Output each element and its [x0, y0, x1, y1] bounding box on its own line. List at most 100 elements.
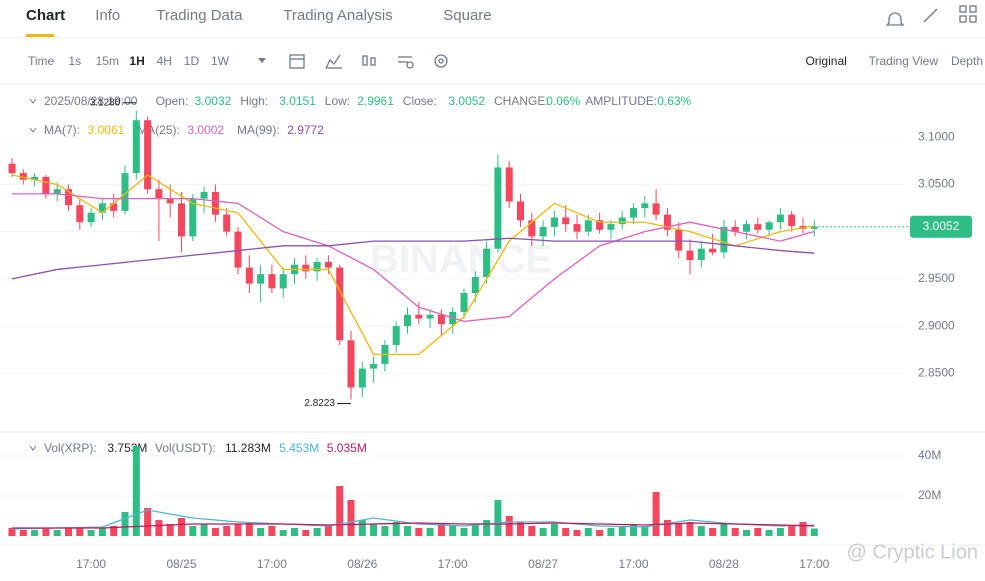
interval[interactable]: 1H: [129, 54, 144, 68]
volume-bar: [381, 526, 389, 536]
tab[interactable]: Trading Analysis: [283, 7, 393, 24]
candle-body: [268, 274, 276, 289]
volume-bar: [618, 526, 626, 536]
candle-body: [630, 208, 637, 218]
tab[interactable]: Chart: [26, 7, 65, 24]
candle-body: [652, 203, 660, 215]
interval[interactable]: 15m: [96, 54, 119, 68]
view[interactable]: Original: [805, 54, 846, 68]
last-price-tag: [910, 215, 972, 238]
ma-line: [11, 237, 815, 280]
candle-body: [347, 340, 355, 388]
candle-body: [31, 176, 39, 180]
vol-tick-label: 40M: [918, 448, 941, 462]
watermark: @ Cryptic Lion: [847, 541, 978, 563]
tab[interactable]: Trading Data: [156, 7, 243, 24]
volume-bar: [121, 512, 129, 536]
candle-body: [731, 226, 739, 232]
volume-bar: [65, 528, 72, 536]
info-key: Open:: [156, 94, 189, 108]
candle-body: [404, 314, 411, 327]
y-tick-label: 3.1000: [918, 129, 955, 143]
volume-bar: [415, 528, 423, 536]
candle-body: [211, 192, 219, 215]
volume-bar: [652, 492, 660, 536]
chevron: [29, 445, 37, 451]
volume-bar: [426, 528, 434, 536]
tab[interactable]: Info: [95, 7, 120, 24]
candle-body: [788, 214, 796, 226]
candle-body: [539, 226, 547, 237]
volume-bar: [223, 526, 231, 536]
volume-bar: [144, 508, 152, 536]
volume-bar: [234, 524, 242, 536]
volume-bar: [166, 524, 174, 536]
candle-body: [76, 205, 84, 223]
interval[interactable]: Time: [28, 54, 55, 68]
view[interactable]: Depth: [951, 54, 983, 68]
candle-body: [505, 167, 513, 202]
vol-tick-label: 20M: [918, 488, 941, 502]
candle-body: [765, 222, 773, 230]
volume-bar: [291, 528, 298, 536]
volume-bar: [302, 530, 310, 536]
x-tick-label: 17:00: [618, 557, 648, 571]
candle-body: [471, 277, 479, 294]
volume-bar: [607, 528, 615, 536]
ma-value: 2.9772: [287, 123, 324, 137]
volume-bar: [53, 530, 61, 536]
info-key: High:: [240, 94, 268, 108]
volume-bar: [42, 528, 50, 536]
annotation: 2.8223: [304, 398, 335, 409]
volume-bar: [675, 524, 683, 536]
volume-bar: [211, 528, 219, 536]
candle-body: [584, 220, 592, 232]
candle-body: [517, 201, 524, 221]
volume-bar: [370, 524, 378, 536]
interval[interactable]: 1D: [184, 54, 200, 68]
volume-bar: [449, 526, 457, 536]
info-key: CHANGE:: [494, 94, 549, 108]
vol-ma-value: 5.453M: [279, 441, 319, 455]
volume-bar: [404, 526, 411, 536]
volume-bar: [697, 526, 705, 536]
candle-body: [155, 189, 163, 199]
volume-bar: [776, 528, 784, 536]
interval[interactable]: 1s: [68, 54, 81, 68]
tab[interactable]: Square: [443, 7, 491, 24]
volume-bar: [98, 528, 106, 536]
volume-bar: [483, 520, 491, 536]
vol-ma-line: [12, 522, 815, 529]
info-value: 0.63%: [657, 94, 691, 108]
volume-bar: [731, 528, 739, 536]
candle-body: [709, 248, 717, 253]
y-tick-label: 2.9000: [918, 318, 955, 332]
interval[interactable]: 1W: [211, 54, 230, 68]
interval[interactable]: 4H: [157, 54, 172, 68]
candle-body: [810, 226, 818, 229]
volume-bar: [268, 526, 276, 536]
volume-bar: [528, 526, 536, 536]
view[interactable]: Trading View: [869, 54, 939, 68]
candle-body: [754, 224, 762, 230]
chevron: [29, 98, 37, 104]
y-tick-label: 3.0500: [918, 177, 955, 191]
candle-body: [437, 314, 445, 325]
info-value: 3.0151: [279, 94, 316, 108]
candle-body: [53, 189, 61, 194]
volume-bar: [471, 524, 479, 536]
volume-bar: [132, 446, 140, 536]
volume-bar: [663, 520, 671, 536]
candle-body: [19, 173, 27, 180]
volume-bar: [76, 528, 84, 536]
volume-bar: [31, 530, 39, 536]
toolbar-icons[interactable]: [258, 5, 977, 69]
x-tick-label: 08/27: [528, 557, 558, 571]
volume-bar: [573, 530, 581, 536]
ma-value: 3.0002: [187, 123, 224, 137]
candle-body: [415, 314, 423, 319]
candle-body: [279, 274, 287, 289]
candle-body: [65, 189, 72, 206]
info-time: 2025/08/28 19:00: [44, 94, 138, 108]
volume-bar: [110, 526, 118, 536]
